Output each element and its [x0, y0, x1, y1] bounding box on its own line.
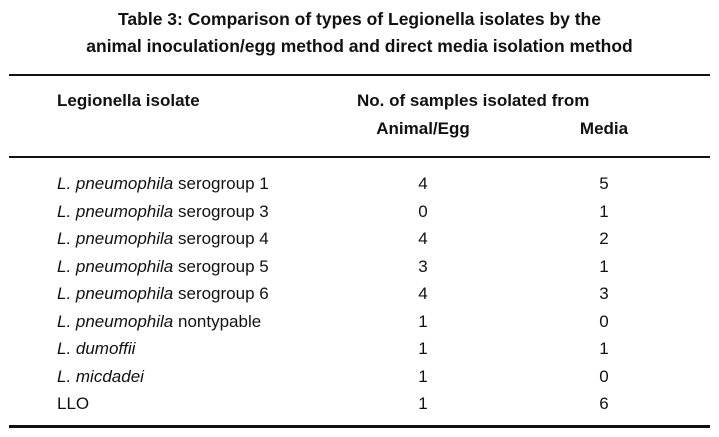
table-row: L. pneumophila serogroup 3 0 1: [0, 198, 719, 225]
animal-egg-count: 1: [418, 339, 428, 358]
animal-egg-count: 4: [418, 229, 428, 248]
media-count: 5: [599, 174, 609, 193]
media-count: 1: [599, 339, 609, 358]
animal-egg-count: 3: [418, 256, 428, 276]
isolate-name: L. pneumophila serogroup 3: [57, 198, 269, 225]
isolate-name: L. pneumophila serogroup 5: [57, 253, 269, 280]
header-media: Media: [579, 119, 629, 138]
animal-egg-count: 0: [418, 201, 428, 221]
isolate-name: L. pneumophila serogroup 4: [57, 225, 269, 252]
table-row: L. dumoffii 1 1: [0, 335, 719, 362]
table-row: L. pneumophila serogroup 6 4 3: [0, 280, 719, 307]
table-row: L. pneumophila serogroup 5 3 1: [0, 253, 719, 280]
isolate-name: L. pneumophila nontypable: [57, 308, 261, 335]
table-row: L. micdadei 1 0: [0, 363, 719, 390]
isolate-qualifier: nontypable: [173, 311, 262, 331]
isolate-name: L. micdadei: [57, 363, 144, 390]
isolate-name: L. dumoffii: [57, 335, 135, 362]
header-legionella-isolate: Legionella isolate: [57, 91, 200, 110]
isolate-qualifier: serogroup 6: [173, 284, 269, 303]
table-title-line-1: Table 3: Comparison of types of Legionel…: [118, 9, 601, 29]
table-row: L. pneumophila serogroup 4 4 2: [0, 225, 719, 252]
species-name: L. pneumophila: [57, 229, 174, 248]
header-samples-isolated-from: No. of samples isolated from: [357, 91, 590, 110]
media-count: 1: [599, 256, 609, 276]
animal-egg-count: 1: [418, 366, 428, 386]
animal-egg-count: 4: [418, 174, 428, 193]
media-count: 3: [599, 284, 609, 303]
isolate-qualifier: serogroup 4: [173, 229, 269, 248]
isolate-qualifier: LLO: [57, 394, 90, 413]
species-name: L. pneumophila: [57, 284, 174, 303]
species-name: L. pneumophila: [57, 311, 174, 331]
isolate-name: LLO: [57, 390, 89, 417]
table-row: LLO 1 6: [0, 390, 719, 417]
bottom-rule: [9, 425, 710, 428]
species-name: L. pneumophila: [57, 256, 174, 276]
header-rule: [9, 156, 710, 158]
media-count: 0: [599, 311, 609, 331]
animal-egg-count: 1: [418, 394, 428, 413]
isolate-qualifier: serogroup 3: [173, 201, 269, 221]
media-count: 2: [599, 229, 609, 248]
species-name: L. pneumophila: [57, 174, 174, 193]
species-name: L. dumoffii: [57, 339, 136, 358]
isolate-name: L. pneumophila serogroup 6: [57, 280, 269, 307]
media-count: 6: [599, 394, 609, 413]
isolate-name: L. pneumophila serogroup 1: [57, 170, 269, 197]
isolate-qualifier: serogroup 5: [173, 256, 269, 276]
isolate-qualifier: serogroup 1: [173, 174, 269, 193]
table-row: L. pneumophila nontypable 1 0: [0, 308, 719, 335]
media-count: 1: [599, 201, 609, 221]
species-name: L. pneumophila: [57, 201, 174, 221]
animal-egg-count: 1: [418, 311, 428, 331]
table-row: L. pneumophila serogroup 1 4 5: [0, 170, 719, 197]
media-count: 0: [599, 366, 609, 386]
table-title-line-2: animal inoculation/egg method and direct…: [86, 36, 633, 56]
header-animal-egg: Animal/Egg: [376, 119, 470, 138]
top-rule: [9, 74, 710, 76]
animal-egg-count: 4: [418, 284, 428, 303]
species-name: L. micdadei: [57, 366, 144, 386]
